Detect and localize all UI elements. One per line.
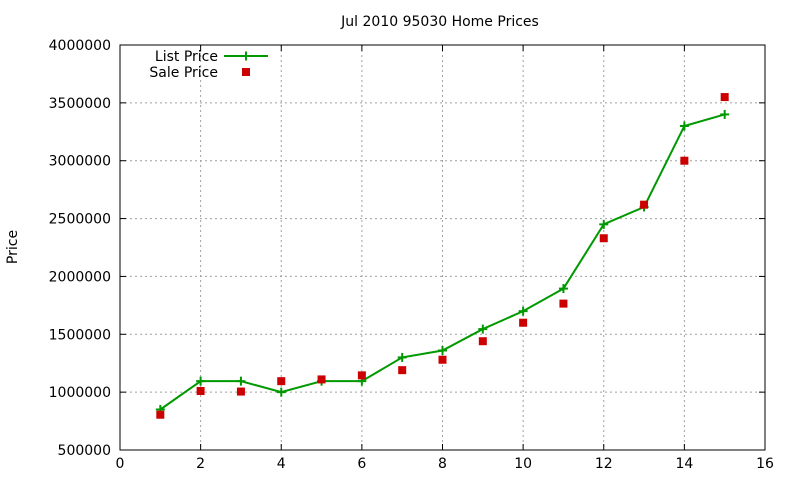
plot-frame xyxy=(119,44,766,451)
y-axis-label: Price xyxy=(5,230,21,264)
data-point xyxy=(518,306,528,316)
data-point xyxy=(397,352,407,362)
data-point xyxy=(317,375,326,384)
y-tick-label: 3000000 xyxy=(49,154,111,170)
plot-area xyxy=(155,93,730,419)
data-point xyxy=(599,219,609,229)
data-point xyxy=(438,345,447,355)
x-tick-label: 16 xyxy=(756,456,774,472)
data-point xyxy=(640,200,649,209)
x-tick-label: 10 xyxy=(514,456,532,472)
data-point xyxy=(519,318,528,327)
data-point xyxy=(558,284,568,294)
y-tick-label: 4000000 xyxy=(49,38,111,54)
y-tick-label: 1500000 xyxy=(49,327,111,343)
y-tick-label: 3500000 xyxy=(49,96,111,112)
y-tick-label: 1000000 xyxy=(49,385,111,401)
data-point xyxy=(720,109,730,119)
legend-label: Sale Price xyxy=(149,65,218,81)
data-point xyxy=(680,156,689,165)
x-tick-label: 12 xyxy=(595,456,613,472)
y-tick-label: 500000 xyxy=(58,443,111,459)
legend-label: List Price xyxy=(155,49,218,65)
data-point xyxy=(357,371,366,380)
x-tick-label: 2 xyxy=(196,456,205,472)
data-point xyxy=(236,376,246,386)
x-tick-label: 8 xyxy=(438,456,447,472)
x-tick-label: 0 xyxy=(116,456,125,472)
data-point xyxy=(478,337,487,346)
data-point xyxy=(478,324,488,334)
data-point xyxy=(679,121,689,131)
y-tick-label: 2000000 xyxy=(49,269,111,285)
data-point xyxy=(196,376,206,386)
x-tick-label: 14 xyxy=(675,456,693,472)
grid xyxy=(120,45,765,450)
data-point xyxy=(156,410,165,419)
series-1 xyxy=(156,93,729,419)
chart-title: Jul 2010 95030 Home Prices xyxy=(340,14,539,30)
data-point xyxy=(277,377,286,386)
data-point xyxy=(599,234,608,243)
legend-marker xyxy=(241,51,251,61)
legend-marker xyxy=(242,68,250,76)
data-point xyxy=(276,387,286,397)
data-point xyxy=(438,355,447,364)
data-point xyxy=(559,299,568,308)
data-point xyxy=(398,366,407,375)
data-point xyxy=(720,93,729,102)
data-point xyxy=(196,386,205,395)
y-tick-label: 2500000 xyxy=(49,212,111,228)
x-tick-label: 6 xyxy=(357,456,366,472)
x-tick-label: 4 xyxy=(277,456,286,472)
axes: 0 2 4 6 8 10 12 14 16 500000 1000000 1500000 2000000… xyxy=(49,38,774,472)
data-point xyxy=(236,387,245,396)
